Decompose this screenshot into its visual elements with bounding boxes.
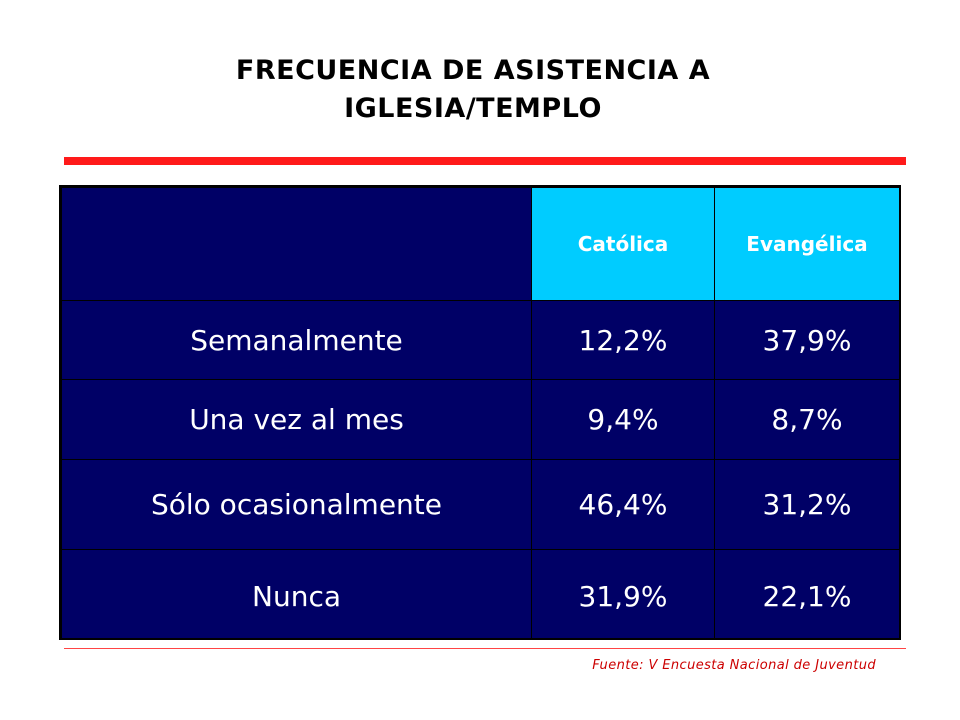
cell-evangelica: 22,1% <box>714 549 899 638</box>
cell-evangelica: 37,9% <box>714 300 899 380</box>
attendance-table: Católica Evangélica Semanalmente 12,2% 3… <box>59 185 901 640</box>
cell-catolica: 12,2% <box>531 300 715 380</box>
cell-catolica: 9,4% <box>531 379 715 460</box>
attendance-table-grid: Católica Evangélica Semanalmente 12,2% 3… <box>61 187 899 638</box>
header-corner-cell <box>61 187 532 301</box>
cell-evangelica: 31,2% <box>714 459 899 550</box>
row-label: Nunca <box>61 549 532 638</box>
cell-catolica: 46,4% <box>531 459 715 550</box>
row-label: Una vez al mes <box>61 379 532 460</box>
header-catolica: Católica <box>531 187 715 301</box>
title-divider-bar <box>64 157 906 165</box>
table-row: Semanalmente 12,2% 37,9% <box>61 300 899 380</box>
footer-divider-line <box>64 648 906 649</box>
table-header-row: Católica Evangélica <box>61 187 899 301</box>
table-row: Sólo ocasionalmente 46,4% 31,2% <box>61 459 899 550</box>
cell-evangelica: 8,7% <box>714 379 899 460</box>
slide-title: FRECUENCIA DE ASISTENCIA A IGLESIA/TEMPL… <box>0 52 946 128</box>
row-label: Semanalmente <box>61 300 532 380</box>
slide-title-line1: FRECUENCIA DE ASISTENCIA A <box>235 55 711 86</box>
table-row: Una vez al mes 9,4% 8,7% <box>61 379 899 460</box>
source-note: Fuente: V Encuesta Nacional de Juventud <box>592 658 876 673</box>
table-row: Nunca 31,9% 22,1% <box>61 549 899 638</box>
cell-catolica: 31,9% <box>531 549 715 638</box>
row-label: Sólo ocasionalmente <box>61 459 532 550</box>
header-evangelica: Evangélica <box>714 187 899 301</box>
slide-title-line2: IGLESIA/TEMPLO <box>344 93 602 124</box>
